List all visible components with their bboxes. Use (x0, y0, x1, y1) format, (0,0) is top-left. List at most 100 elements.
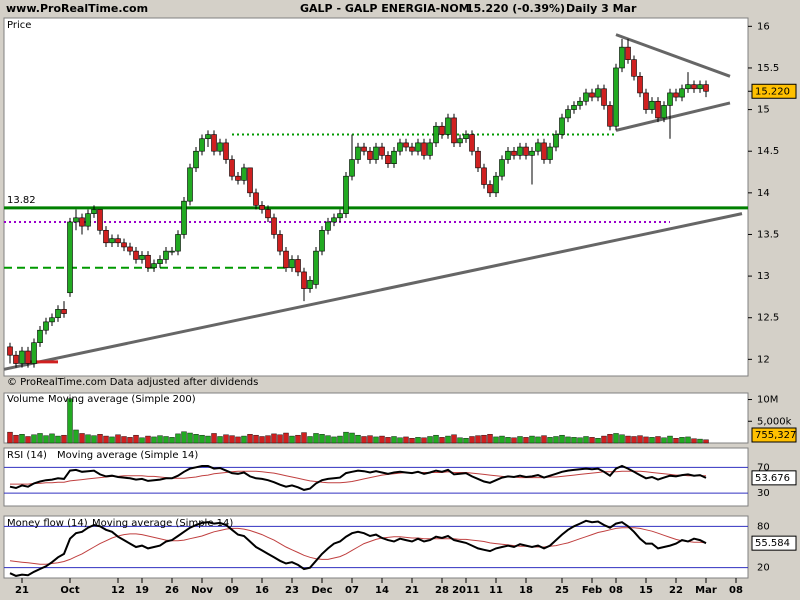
volume-bar (289, 435, 295, 444)
x-tick-label: 21 (405, 585, 419, 596)
x-tick-label: 23 (285, 585, 299, 596)
candle-body (277, 234, 283, 252)
volume-bar (361, 436, 367, 444)
candle-body (355, 146, 361, 160)
x-tick-label: 16 (255, 585, 269, 596)
candle-body (439, 125, 445, 135)
volume-bar (427, 436, 433, 444)
candle-body (637, 75, 643, 94)
candle-body (373, 146, 379, 160)
candle-body (133, 250, 139, 260)
candle-body (283, 250, 289, 269)
volume-bar (445, 435, 451, 444)
volume-bar (169, 437, 175, 444)
volume-bar (31, 434, 37, 444)
y-tick-label: 80 (757, 521, 770, 532)
volume-bar (697, 438, 703, 444)
volume-bar (457, 437, 463, 444)
y-tick-label: 15 (757, 105, 770, 116)
candle-body (553, 134, 559, 148)
candle-body (121, 242, 127, 248)
volume-bar (313, 433, 319, 444)
volume-bar (511, 437, 517, 444)
volume-bar (415, 437, 421, 444)
volume-bar (649, 437, 655, 444)
x-tick-label: 09 (225, 585, 239, 596)
candle-body (409, 146, 415, 152)
volume-bar (7, 431, 13, 444)
volume-bar (661, 437, 667, 444)
y-tick-label: 14 (757, 188, 770, 199)
candle-body (679, 88, 685, 98)
candle-body (421, 142, 427, 156)
volume-bar (487, 434, 493, 444)
candle-body (181, 200, 187, 235)
volume-bar (673, 438, 679, 444)
candle-body (67, 221, 73, 294)
volume-bar (43, 435, 49, 444)
volume-bar (643, 436, 649, 444)
ma-line (10, 470, 706, 485)
volume-bar (469, 436, 475, 444)
y-tick-label: 12.5 (757, 313, 779, 324)
candle-body (643, 92, 649, 110)
volume-bar (475, 435, 481, 444)
candle-body (517, 146, 523, 156)
volume-bar (403, 436, 409, 444)
x-tick-label: Oct (60, 585, 79, 596)
x-tick-label: Feb (582, 585, 602, 596)
x-tick-label: 22 (669, 585, 683, 596)
candle-body (391, 150, 397, 164)
y-tick-label: 14.5 (757, 146, 779, 157)
candle-body (109, 238, 115, 244)
candle-body (97, 209, 103, 231)
candle-body (79, 217, 85, 227)
volume-bar (463, 438, 469, 444)
x-tick-label: 14 (375, 585, 389, 596)
volume-bar (97, 434, 103, 444)
volume-bar (139, 437, 145, 444)
volume-bar (637, 435, 643, 444)
candle-body (247, 167, 253, 194)
x-tick-label: 21 (15, 585, 29, 596)
candle-body (85, 213, 91, 227)
candle-body (313, 250, 319, 285)
volume-bar (19, 434, 25, 444)
volume-bar (547, 437, 553, 444)
volume-bar (259, 436, 265, 444)
candle-body (289, 259, 295, 269)
x-tick-label: Nov (191, 585, 213, 596)
candle-body (31, 342, 37, 364)
period: Daily 3 Mar (566, 2, 637, 15)
volume-bar (61, 434, 67, 444)
candle-body (403, 142, 409, 148)
candle-body (55, 309, 61, 319)
candle-body (229, 159, 235, 177)
x-tick-label: 15 (639, 585, 653, 596)
candle-body (631, 59, 637, 77)
candle-body (397, 142, 403, 152)
candle-body (685, 84, 691, 90)
volume-bar (127, 437, 133, 444)
volume-bar (133, 434, 139, 444)
candle-body (667, 92, 673, 106)
volume-bar (145, 435, 151, 444)
panel-label: RSI (14) (7, 450, 47, 461)
volume-bar (181, 431, 187, 444)
volume-bar (283, 432, 289, 444)
candle-body (157, 259, 163, 264)
candle-body (301, 271, 307, 289)
candle-body (235, 175, 241, 181)
x-tick-label: 19 (135, 585, 149, 596)
y-tick-label: 16 (757, 21, 770, 32)
last-value-box (751, 427, 797, 443)
candle-body (619, 46, 625, 69)
panel-label: Volume (7, 394, 44, 405)
volume-bar (625, 435, 631, 444)
x-tick-label: 12 (111, 585, 125, 596)
candle-body (151, 263, 157, 269)
candle-body (349, 159, 355, 177)
trend-line (615, 33, 731, 78)
volume-bar (601, 435, 607, 444)
